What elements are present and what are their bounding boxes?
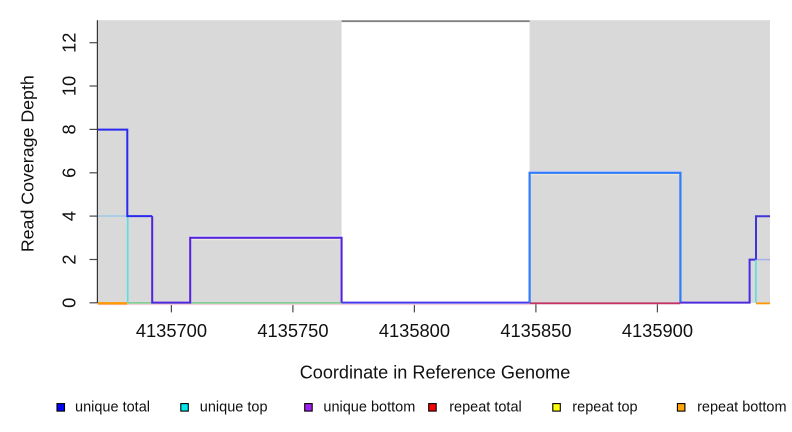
- svg-text:8: 8: [58, 124, 79, 134]
- svg-text:10: 10: [58, 76, 79, 96]
- svg-text:Coordinate in Reference Genome: Coordinate in Reference Genome: [300, 363, 571, 383]
- svg-text:Read Coverage Depth: Read Coverage Depth: [18, 75, 38, 252]
- svg-text:2: 2: [58, 254, 79, 264]
- svg-text:repeat top: repeat top: [572, 399, 637, 415]
- svg-text:4135750: 4135750: [257, 320, 328, 341]
- svg-text:repeat bottom: repeat bottom: [697, 399, 786, 415]
- svg-text:unique top: unique top: [200, 399, 268, 415]
- svg-text:4135800: 4135800: [379, 320, 450, 341]
- svg-text:6: 6: [58, 168, 79, 178]
- svg-text:12: 12: [58, 33, 79, 53]
- svg-text:unique total: unique total: [75, 399, 150, 415]
- svg-text:repeat total: repeat total: [449, 399, 522, 415]
- svg-text:4135850: 4135850: [500, 320, 571, 341]
- svg-text:4: 4: [58, 211, 79, 221]
- svg-text:4135700: 4135700: [136, 320, 207, 341]
- svg-text:4135900: 4135900: [622, 320, 693, 341]
- svg-text:unique bottom: unique bottom: [323, 399, 415, 415]
- svg-text:0: 0: [58, 298, 79, 308]
